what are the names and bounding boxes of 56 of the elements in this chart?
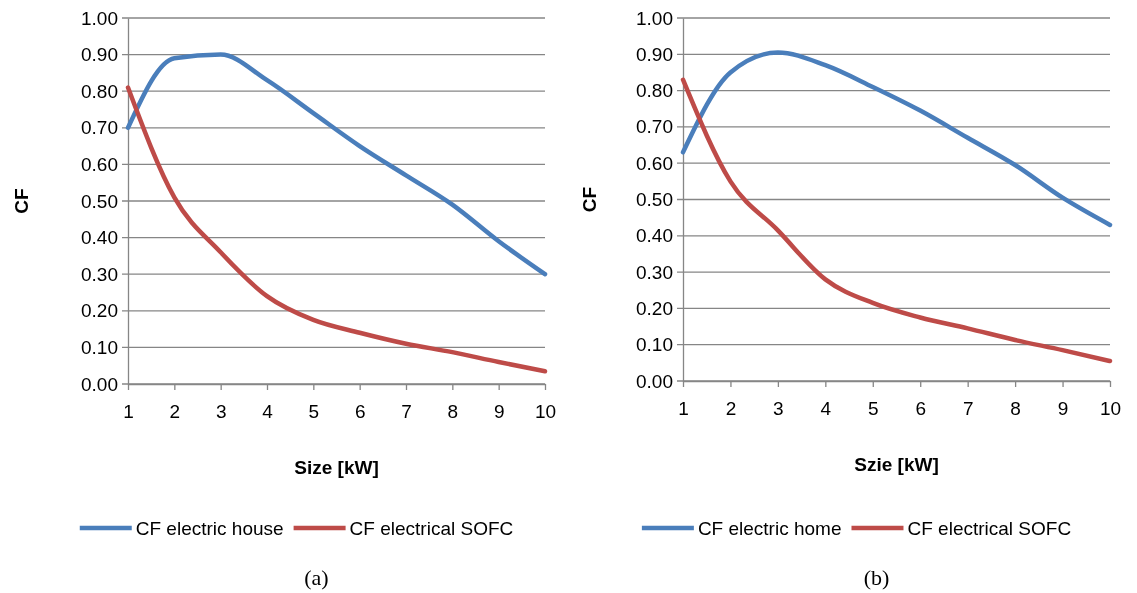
y-tick-label: 1.00 bbox=[81, 7, 118, 29]
line-series bbox=[680, 77, 1113, 364]
y-tick-label: 0.90 bbox=[81, 44, 118, 66]
line-series bbox=[125, 52, 548, 277]
y-tick-label: 0.20 bbox=[636, 297, 673, 319]
x-tick-label: 6 bbox=[915, 397, 927, 419]
x-tick-label: 5 bbox=[308, 400, 320, 422]
y-axis-title: CF bbox=[11, 188, 32, 214]
legend-label: CF electric house bbox=[135, 518, 284, 539]
x-tick-label: 9 bbox=[493, 400, 505, 422]
legend-label: CF electrical SOFC bbox=[907, 518, 1072, 539]
x-tick-label: 3 bbox=[215, 400, 227, 422]
x-tick-label: 3 bbox=[773, 397, 784, 419]
x-tick-label: 10 bbox=[534, 400, 557, 422]
text: (a) bbox=[304, 565, 329, 590]
x-axis-title: Szie [kW] bbox=[854, 454, 939, 475]
legend-label: CF electrical SOFC bbox=[349, 518, 514, 539]
x-tick-label: 5 bbox=[867, 397, 879, 419]
text: (b) bbox=[863, 565, 890, 590]
y-tick-label: 0.70 bbox=[636, 116, 673, 138]
x-tick-label: 4 bbox=[262, 400, 274, 422]
x-tick-label: 6 bbox=[354, 400, 366, 422]
y-tick-label: 0.60 bbox=[81, 153, 118, 175]
y-axis-title: CF bbox=[579, 186, 600, 213]
y-tick-label: 0.80 bbox=[81, 80, 118, 102]
y-tick-label: 0.40 bbox=[636, 225, 673, 247]
legend-label: CF electric home bbox=[697, 518, 842, 539]
y-tick-label: 0.10 bbox=[81, 336, 118, 358]
y-tick-label: 0.00 bbox=[636, 370, 673, 392]
y-tick-label: 0.50 bbox=[636, 189, 673, 211]
y-tick-label: 0.00 bbox=[81, 373, 118, 395]
y-tick-label: 1.00 bbox=[636, 7, 673, 29]
x-tick-label: 2 bbox=[725, 397, 737, 419]
y-tick-label: 0.20 bbox=[81, 300, 118, 322]
y-tick-label: 0.90 bbox=[636, 43, 673, 65]
x-tick-label: 1 bbox=[123, 400, 134, 422]
y-tick-label: 0.80 bbox=[636, 80, 673, 102]
x-tick-label: 8 bbox=[1010, 397, 1021, 419]
y-tick-label: 0.30 bbox=[81, 263, 118, 285]
line-series bbox=[680, 50, 1113, 228]
x-tick-label: 10 bbox=[1099, 397, 1122, 419]
y-tick-label: 0.10 bbox=[636, 334, 673, 356]
x-axis-title: Size [kW] bbox=[294, 457, 379, 478]
x-tick-label: 4 bbox=[820, 397, 832, 419]
line-series bbox=[125, 85, 548, 374]
x-tick-label: 7 bbox=[962, 397, 974, 419]
y-tick-label: 0.40 bbox=[81, 227, 118, 249]
x-tick-label: 2 bbox=[169, 400, 181, 422]
x-tick-label: 8 bbox=[447, 400, 459, 422]
x-tick-label: 7 bbox=[401, 400, 412, 422]
x-tick-label: 9 bbox=[1057, 397, 1069, 419]
y-tick-label: 0.30 bbox=[636, 261, 673, 283]
y-tick-label: 0.60 bbox=[636, 152, 673, 174]
y-tick-label: 0.70 bbox=[81, 117, 118, 139]
y-tick-label: 0.50 bbox=[81, 190, 118, 212]
x-tick-label: 1 bbox=[678, 397, 689, 419]
